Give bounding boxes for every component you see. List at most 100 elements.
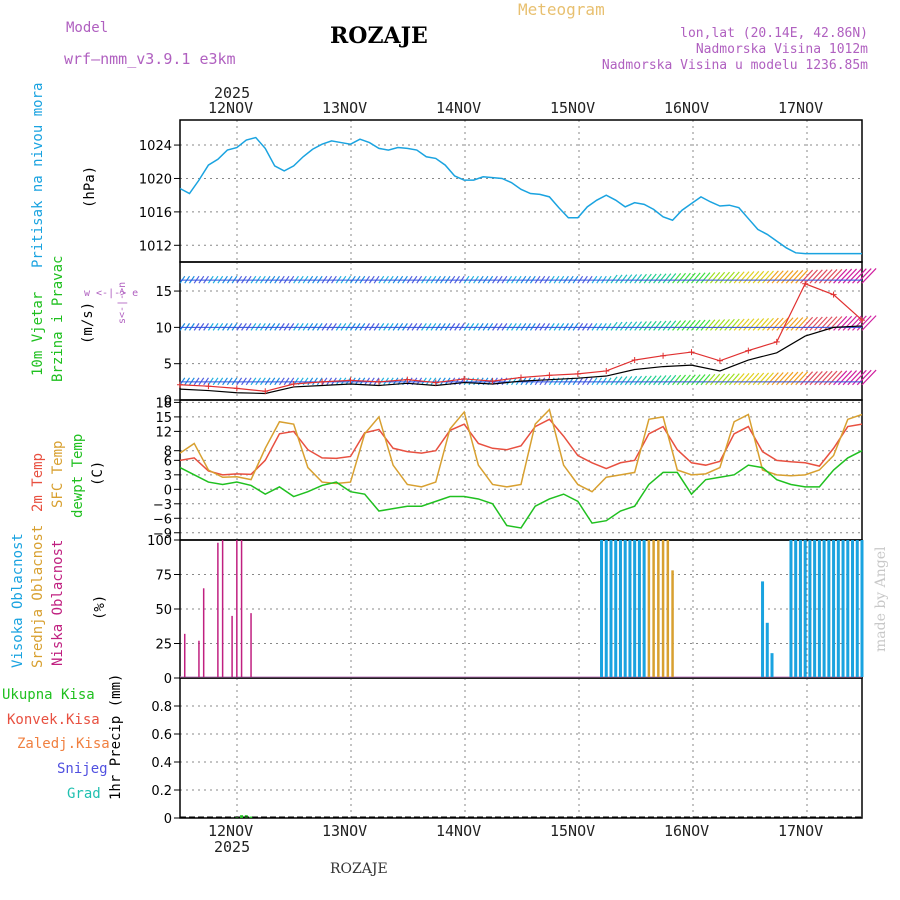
wind-barb [781, 270, 794, 284]
cloud-mid-bar [671, 570, 674, 677]
wind-barb [842, 268, 857, 284]
temp-2m-line [179, 418, 863, 476]
wind-speed-marker [631, 357, 638, 364]
y-tick-label: 1012 [139, 239, 172, 254]
wind-barb [624, 375, 633, 386]
wind-barb [747, 271, 760, 284]
pressure-line [179, 136, 862, 255]
cloud-high-bar [614, 540, 618, 677]
wind-speed-marker [830, 291, 837, 298]
wind-barb [785, 317, 799, 331]
wind-barb [634, 274, 643, 284]
wind-barb [856, 268, 872, 284]
top-axis-day-3: 14NOV [436, 99, 482, 117]
wind-barb [799, 316, 814, 331]
cloud-high-bar [633, 540, 637, 677]
wind-barb [709, 272, 721, 284]
cloud-high-bar [827, 540, 831, 677]
wind-barb [653, 273, 662, 284]
wind-barb [681, 272, 691, 284]
precip-legend-freezing: Zaledj.Kisa [17, 736, 110, 752]
wind-barb [804, 371, 818, 386]
wind-barb [691, 272, 701, 284]
wind-barb [624, 321, 633, 331]
wind-barb [828, 268, 843, 284]
top-axis-day-6: 17NOV [778, 99, 824, 117]
cloud-mid-bar [652, 540, 655, 677]
wind-barb [818, 316, 833, 331]
cloud-mid-bar [661, 540, 665, 677]
wind-barb [842, 315, 857, 331]
y-tick-label: 0 [164, 812, 172, 827]
cloud-high-bar [813, 540, 817, 677]
wind-barb [610, 274, 618, 284]
panel-frame [179, 119, 863, 263]
wind-barb [856, 315, 872, 331]
cloud-high-bar [604, 540, 608, 677]
y-tick-label: 1024 [139, 139, 172, 154]
wind-compass-ew: w <-|-> e [84, 288, 139, 299]
wind-barb [638, 375, 647, 386]
wind-speed-marker [404, 376, 411, 383]
wind-barb [700, 272, 711, 284]
wind-barb [667, 320, 677, 331]
elevation-label: Nadmorska Visina 1012m [695, 42, 868, 57]
y-tick-label: 50 [155, 603, 172, 618]
wind-barb [691, 374, 701, 386]
wind-barb [724, 318, 735, 331]
wind-barb [847, 268, 862, 284]
cloud-high-bar [808, 540, 812, 677]
wind-barb [634, 375, 643, 386]
panel-frame [179, 677, 863, 819]
wind-speed-marker [489, 378, 496, 385]
wind-barb [629, 375, 638, 386]
cloud-high-bar [798, 540, 802, 677]
cloud-high-bar [623, 540, 627, 677]
wind-barb [776, 371, 789, 386]
cloud-high-bar [822, 540, 826, 677]
wind-barb [833, 370, 848, 386]
wind-barb [833, 268, 848, 284]
wind-barb [657, 375, 667, 386]
cloud-high-bar [836, 540, 840, 677]
wind-barb [766, 270, 779, 284]
wind-barb [818, 269, 833, 284]
wind-barb [724, 271, 735, 284]
wind-barb [781, 371, 794, 386]
wind-barb [714, 271, 726, 284]
cloud-high-bar [628, 540, 632, 677]
y-tick-label: 0 [164, 394, 172, 409]
wind-barb [724, 373, 735, 386]
wind-barb [738, 372, 750, 386]
precip-legend-hail: Grad [67, 786, 101, 802]
wind-speed-marker [688, 349, 695, 356]
temp-dewpoint-line [179, 450, 863, 529]
y-tick-label: −6 [153, 512, 172, 527]
bottom-station: ROZAJE [330, 861, 388, 877]
wind-barb [672, 320, 682, 331]
y-tick-label: 0 [164, 483, 172, 498]
wind-barb [752, 318, 765, 331]
wind-barb [738, 318, 750, 331]
wind-barb [776, 270, 789, 284]
wind-barb [785, 270, 799, 284]
cloud-mid-bar [657, 540, 660, 677]
wind-barb [676, 320, 687, 331]
wind-barb [818, 370, 833, 386]
y-tick-label: 15 [155, 285, 172, 300]
wind-barb [847, 370, 862, 386]
y-tick-label: 1020 [139, 172, 172, 187]
y-tick-label: −9 [153, 527, 172, 542]
wind-barb [667, 374, 677, 386]
wind-barb [837, 268, 853, 284]
wind-barb [615, 321, 623, 331]
y-tick-label: 0.6 [151, 728, 172, 743]
wind-barb [752, 372, 765, 386]
y-tick-label: −3 [153, 498, 172, 513]
wind-speed-marker [319, 378, 326, 385]
wind-barb [619, 274, 628, 284]
cloud-low-bar [217, 542, 219, 677]
cloud-low-bar [183, 633, 186, 677]
wind-barb [719, 318, 730, 331]
